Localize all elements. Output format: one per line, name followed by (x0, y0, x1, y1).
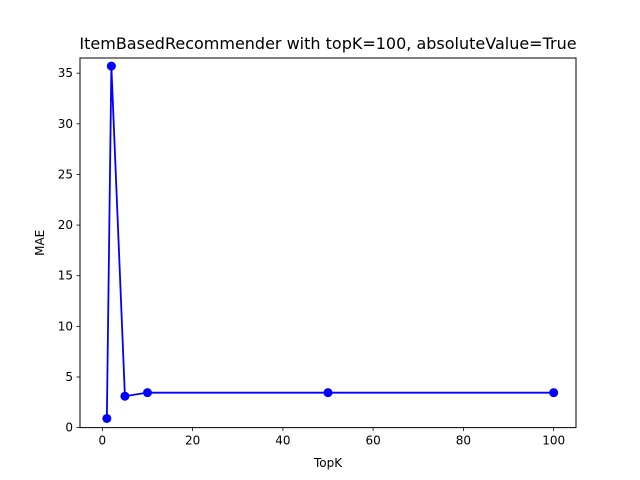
y-tick-label: 25 (58, 167, 73, 181)
y-tick-label: 5 (65, 370, 73, 384)
x-tick-label: 40 (275, 434, 290, 448)
y-tick-label: 20 (58, 218, 73, 232)
data-point (102, 413, 112, 423)
y-axis-ticks: 0 5 10 15 20 25 30 35 (58, 66, 80, 435)
x-tick-label: 60 (365, 434, 380, 448)
x-tick-label: 20 (185, 434, 200, 448)
plot-area (102, 61, 559, 423)
x-axis-label: TopK (313, 456, 343, 470)
series-line (105, 65, 554, 419)
x-tick-label: 100 (542, 434, 565, 448)
data-point (323, 388, 333, 398)
y-tick-label: 30 (58, 117, 73, 131)
data-point (106, 61, 116, 71)
x-tick-label: 80 (456, 434, 471, 448)
data-point (120, 391, 130, 401)
x-tick-label: 0 (99, 434, 107, 448)
y-tick-label: 15 (58, 269, 73, 283)
x-axis-ticks: 0 20 40 60 80 100 (99, 427, 565, 448)
chart-title: ItemBasedRecommender with topK=100, abso… (79, 34, 576, 53)
plot-frame (79, 57, 577, 429)
y-tick-label: 35 (58, 66, 73, 80)
y-tick-label: 0 (65, 421, 73, 435)
data-point (549, 388, 559, 398)
y-axis-label: MAE (33, 230, 47, 256)
y-tick-label: 10 (58, 319, 73, 333)
data-point (142, 388, 152, 398)
